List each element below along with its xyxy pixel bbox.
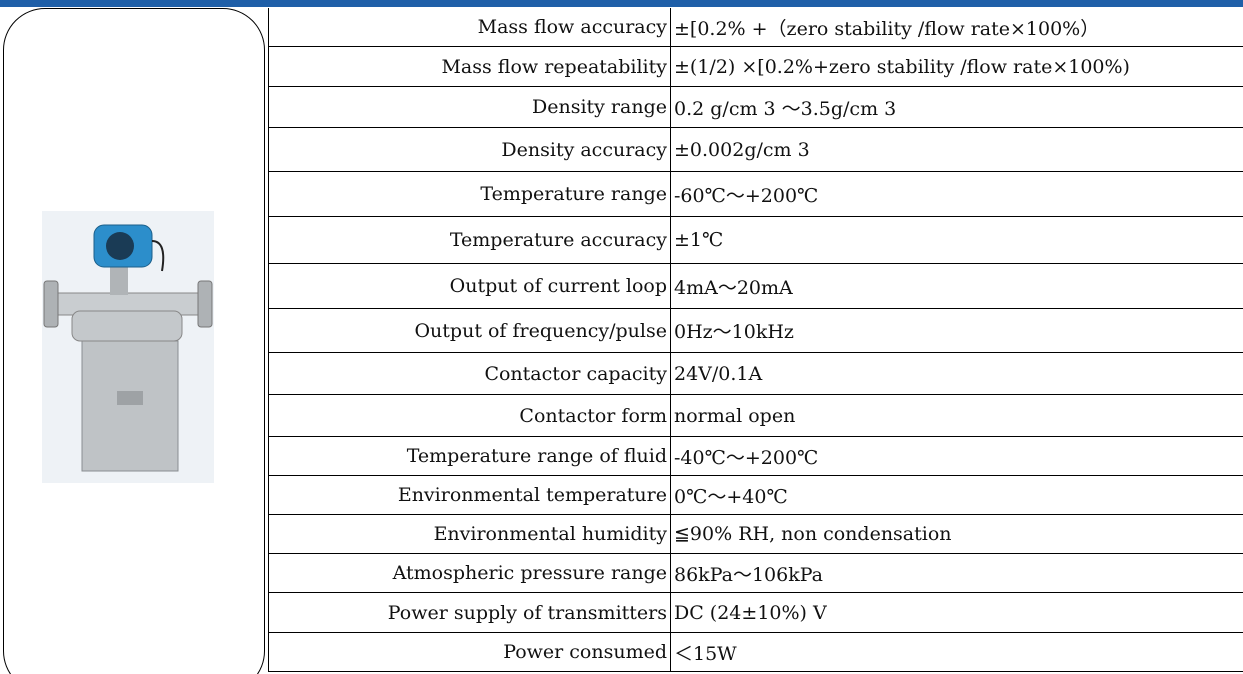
spec-value: 4mA～20mA xyxy=(670,264,1243,309)
spec-label: Contactor capacity xyxy=(268,353,670,395)
header-bar xyxy=(0,0,1243,7)
spec-label: Temperature accuracy xyxy=(268,217,670,264)
spec-label: Output of current loop xyxy=(268,264,670,309)
spec-label: Contactor form xyxy=(268,395,670,437)
spec-value: DC (24±10%) V xyxy=(670,593,1243,633)
spec-value: 86kPa～106kPa xyxy=(670,554,1243,593)
spec-label: Environmental temperature xyxy=(268,476,670,515)
spec-value: -40℃～+200℃ xyxy=(670,437,1243,476)
spec-value: ±0.002g/cm 3 xyxy=(670,128,1243,172)
spec-value: 0.2 g/cm 3 ～3.5g/cm 3 xyxy=(670,87,1243,128)
spec-label: Mass flow repeatability xyxy=(268,47,670,87)
spec-value: 24V/0.1A xyxy=(670,353,1243,395)
spec-value: 0℃～+40℃ xyxy=(670,476,1243,515)
spec-label: Temperature range xyxy=(268,172,670,217)
spec-label: Power consumed xyxy=(268,633,670,672)
spec-value: 0Hz～10kHz xyxy=(670,309,1243,353)
spec-value: ±1℃ xyxy=(670,217,1243,264)
spec-value: ≦90% RH, non condensation xyxy=(670,515,1243,554)
spec-label: Power supply of transmitters xyxy=(268,593,670,633)
product-photo xyxy=(42,211,214,483)
spec-label: Density accuracy xyxy=(268,128,670,172)
spec-label: Environmental humidity xyxy=(268,515,670,554)
image-frame xyxy=(3,8,265,674)
spec-value: ＜15W xyxy=(670,633,1243,672)
spec-value: ±[0.2% +（zero stability /flow rate×100%） xyxy=(670,8,1243,47)
spec-label: Density range xyxy=(268,87,670,128)
spec-label: Atmospheric pressure range xyxy=(268,554,670,593)
spec-label: Output of frequency/pulse xyxy=(268,309,670,353)
spec-value: normal open xyxy=(670,395,1243,437)
spec-value: -60℃～+200℃ xyxy=(670,172,1243,217)
spec-value: ±(1/2) ×[0.2%+zero stability /flow rate×… xyxy=(670,47,1243,87)
spec-label: Mass flow accuracy xyxy=(268,8,670,47)
spec-label: Temperature range of fluid xyxy=(268,437,670,476)
